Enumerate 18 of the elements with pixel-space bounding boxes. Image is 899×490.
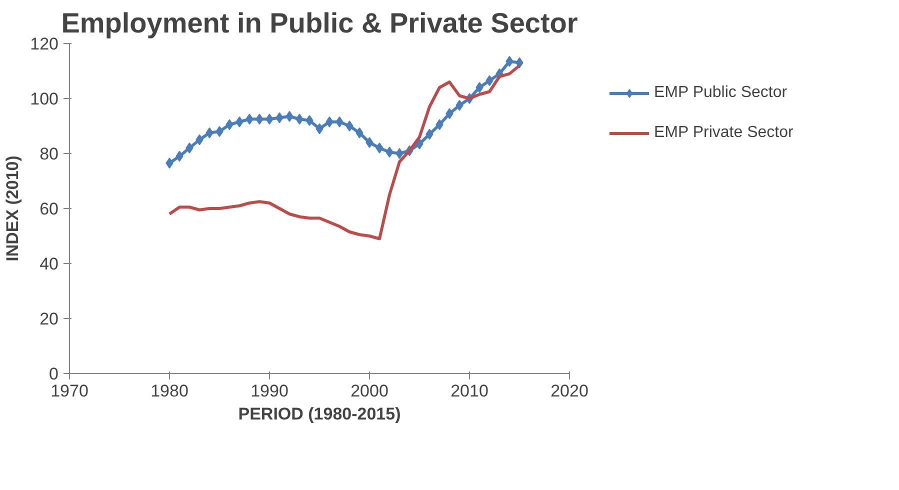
legend-label: EMP Public Sector bbox=[654, 84, 788, 102]
x-axis-title: PERIOD (1980-2015) bbox=[238, 404, 401, 424]
x-tick-label: 2000 bbox=[350, 382, 388, 400]
x-tick-label: 1970 bbox=[50, 382, 88, 400]
y-tick-label: 20 bbox=[40, 310, 59, 328]
y-tick-label: 100 bbox=[30, 90, 59, 108]
x-tick-label: 2020 bbox=[550, 382, 588, 400]
x-tick-label: 1990 bbox=[250, 382, 288, 400]
x-tick-label: 2010 bbox=[450, 382, 488, 400]
legend-label: EMP Private Sector bbox=[654, 124, 794, 142]
y-tick-label: 40 bbox=[40, 254, 59, 274]
y-tick-label: 120 bbox=[30, 34, 59, 54]
y-tick-label: 80 bbox=[40, 144, 59, 164]
y-tick-label: 60 bbox=[40, 200, 59, 218]
chart-title: Employment in Public & Private Sector bbox=[61, 8, 578, 38]
y-tick-label: 0 bbox=[49, 364, 59, 384]
y-axis-title: INDEX (2010) bbox=[3, 156, 22, 262]
x-tick-label: 1980 bbox=[150, 382, 188, 400]
